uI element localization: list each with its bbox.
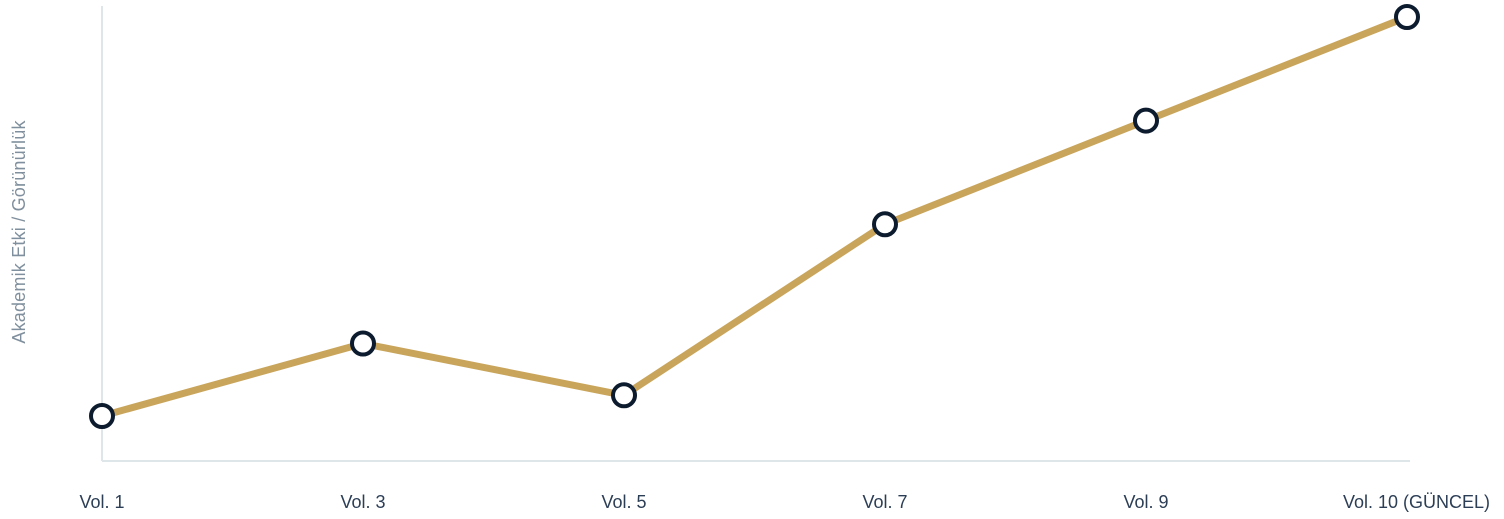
x-tick-label: Vol. 5 bbox=[601, 492, 646, 512]
x-tick-label: Vol. 10 (GÜNCEL) bbox=[1343, 492, 1490, 512]
series-line bbox=[98, 13, 1411, 420]
x-tick-labels: Vol. 1 Vol. 3 Vol. 5 Vol. 7 Vol. 9 Vol. 10 (G… bbox=[79, 492, 1490, 512]
points-layer bbox=[89, 4, 1420, 429]
x-tick-label: Vol. 3 bbox=[340, 492, 385, 512]
data-point bbox=[1133, 107, 1159, 134]
x-tick-label: Vol. 9 bbox=[1123, 492, 1168, 512]
x-tick-label: Vol. 7 bbox=[862, 492, 907, 512]
y-axis-title: Akademik Etki / Görünürlük bbox=[9, 120, 29, 344]
data-point bbox=[350, 330, 376, 357]
data-point bbox=[872, 211, 898, 238]
data-point bbox=[1394, 4, 1420, 30]
data-point bbox=[611, 382, 637, 409]
x-tick-label: Vol. 1 bbox=[79, 492, 124, 512]
series-layer bbox=[98, 13, 1411, 420]
data-point bbox=[89, 403, 115, 429]
